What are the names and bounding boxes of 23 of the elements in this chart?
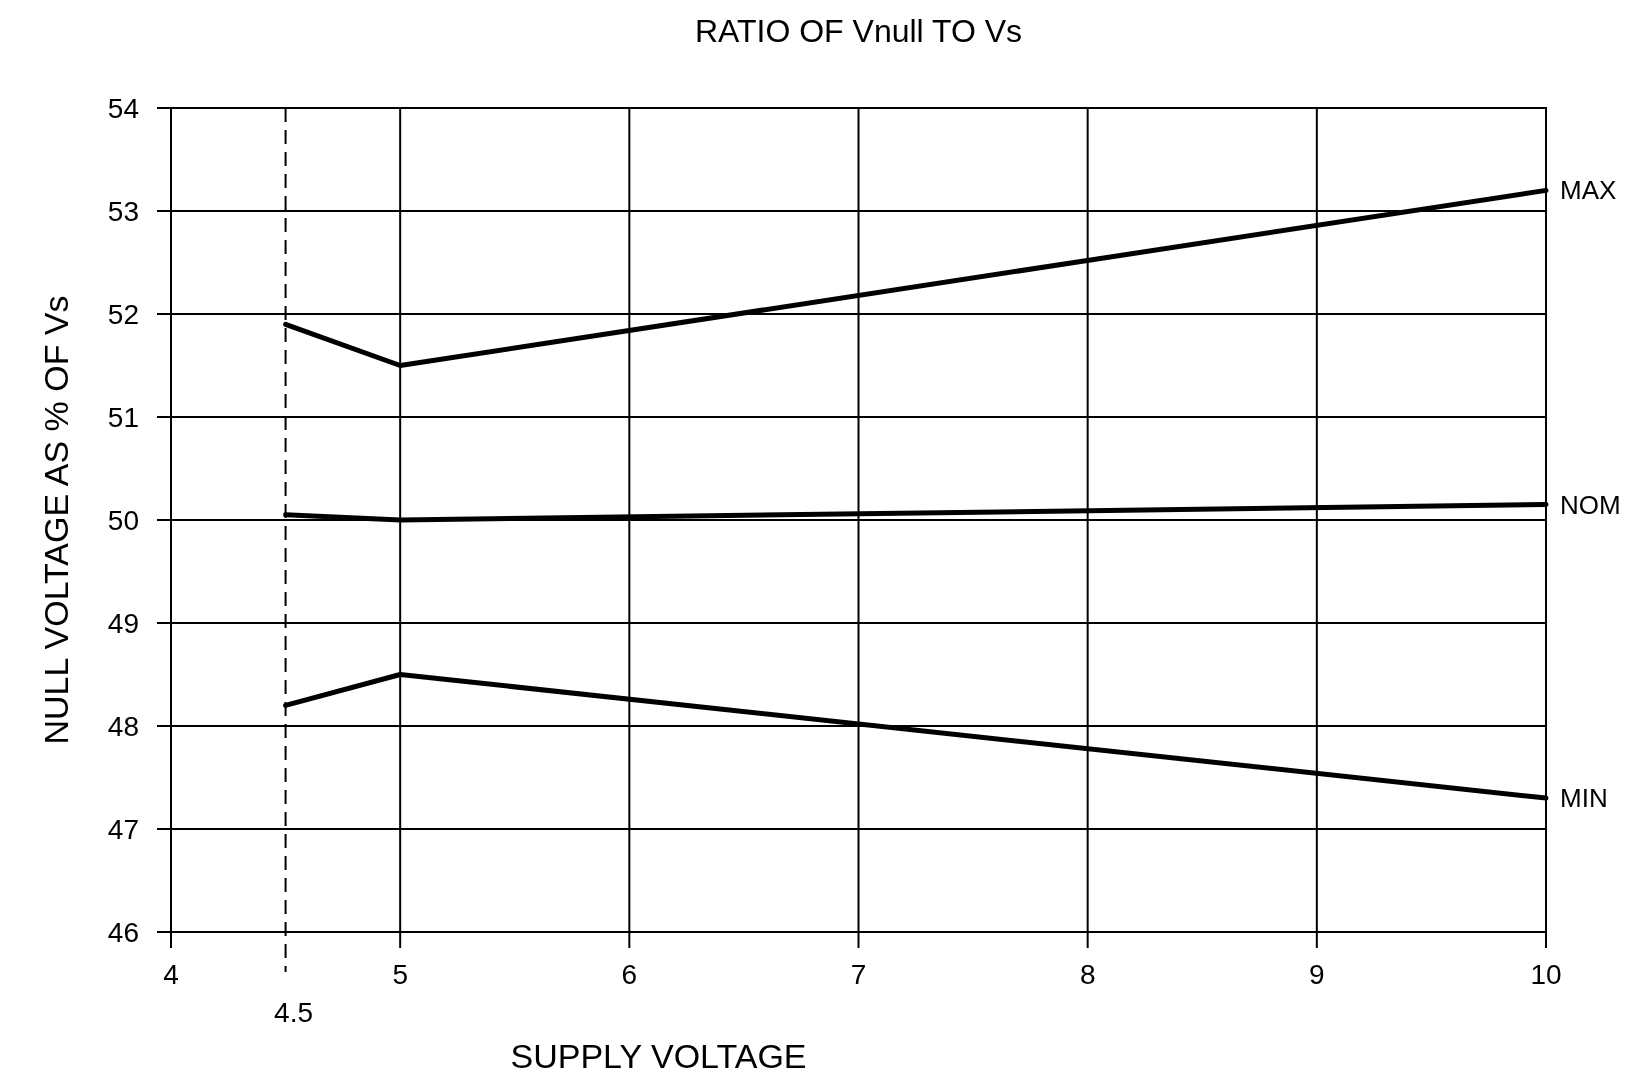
x-tick-label: 7 <box>850 959 867 990</box>
y-tick-label: 48 <box>107 711 139 742</box>
y-tick-label: 51 <box>107 402 139 433</box>
chart-title: RATIO OF Vnull TO Vs <box>694 13 1023 49</box>
y-tick-label: 47 <box>107 814 139 845</box>
ref-line-label: 4.5 <box>274 997 314 1028</box>
x-tick-label: 8 <box>1079 959 1096 990</box>
series-label: MIN <box>1560 783 1608 814</box>
y-tick-label: 49 <box>107 608 139 639</box>
x-tick-label: 4 <box>163 959 179 990</box>
series-label: NOM <box>1560 489 1621 520</box>
y-axis-title: NULL VOLTAGE AS % OF Vs <box>37 295 75 745</box>
y-tick-label: 46 <box>107 917 139 948</box>
x-tick-label: 5 <box>392 959 408 990</box>
x-tick-label: 9 <box>1309 959 1325 990</box>
x-tick-label: 6 <box>621 959 638 990</box>
y-tick-label: 54 <box>107 93 139 124</box>
x-tick-label: 10 <box>1530 959 1562 990</box>
y-tick-label: 53 <box>107 196 139 227</box>
x-axis-title: SUPPLY VOLTAGE <box>510 1037 807 1075</box>
y-tick-label: 50 <box>107 505 139 536</box>
y-tick-label: 52 <box>107 299 139 330</box>
series-label: MAX <box>1560 175 1617 206</box>
